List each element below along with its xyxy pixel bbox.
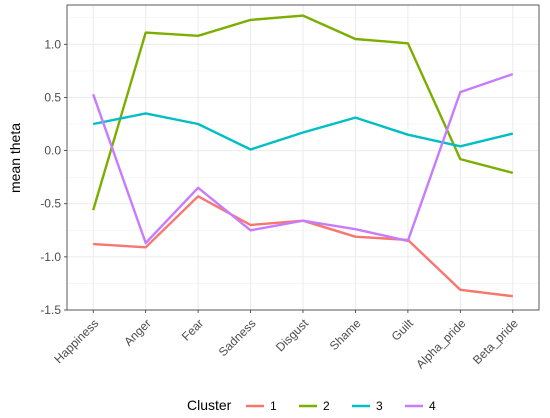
series-line-cluster-4 xyxy=(92,72,514,245)
y-tick-label: 1.0 xyxy=(44,37,61,51)
legend-label-cluster-4: 4 xyxy=(429,399,436,413)
legend-label-cluster-1: 1 xyxy=(270,399,277,413)
plot-panel xyxy=(66,4,540,311)
y-axis-title: mean theta xyxy=(7,123,23,193)
legend-label-cluster-3: 3 xyxy=(376,399,383,413)
series-layer xyxy=(92,14,514,298)
y-axis: -1.5 -1.0 -0.5 0.0 0.5 1.0 xyxy=(40,37,67,317)
series-line-cluster-2 xyxy=(92,14,514,211)
y-tick-label: -1.0 xyxy=(40,250,61,264)
y-tick-label: 0.5 xyxy=(44,90,61,104)
y-tick-label: -0.5 xyxy=(40,197,61,211)
legend-label-cluster-2: 2 xyxy=(323,399,330,413)
legend: Cluster 1 2 3 4 xyxy=(187,397,436,413)
y-tick-label: 0.0 xyxy=(44,144,61,158)
legend-title: Cluster xyxy=(187,397,232,413)
y-tick-label: -1.5 xyxy=(40,303,61,317)
